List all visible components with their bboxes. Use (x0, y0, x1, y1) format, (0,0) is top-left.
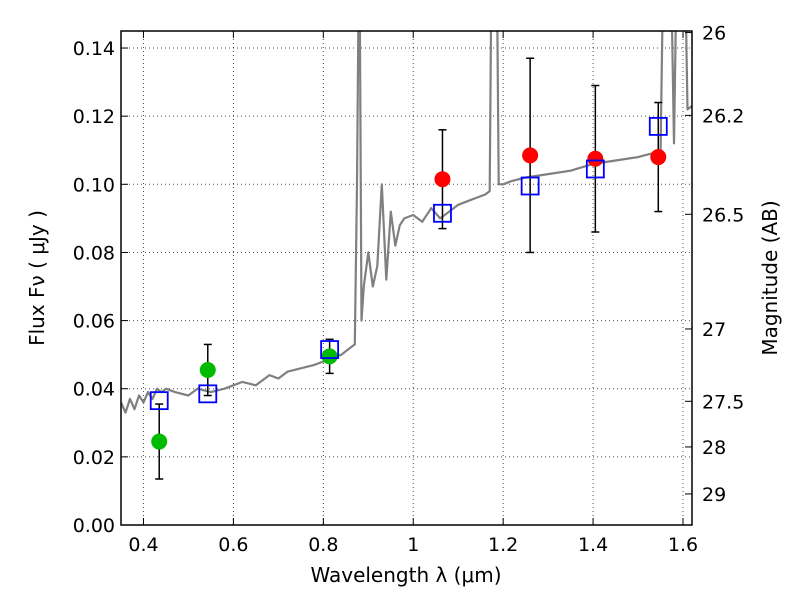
y-tick-label: 0.04 (73, 379, 115, 401)
x-tick-label: 0.4 (128, 534, 158, 556)
model-point (198, 384, 218, 404)
marker-layer (149, 116, 668, 450)
data-point (587, 150, 604, 167)
y-tick-label: 0.02 (73, 447, 115, 469)
spectrum-line (121, 31, 692, 414)
x-tick-label: 1.2 (488, 534, 518, 556)
right-tick-label: 26.5 (702, 204, 744, 226)
ticks: 0.4 0.6 0.8 1 1.2 1.4 1.6 0.00 0.02 0.04 0.06 0.08 0… (73, 23, 745, 556)
y-tick-label: 0.10 (73, 174, 115, 196)
x-tick-label: 0.8 (308, 534, 338, 556)
x-tick-label: 1.6 (668, 534, 698, 556)
right-tick-label: 26 (702, 23, 726, 45)
y-tick-label: 0.00 (73, 515, 115, 537)
data-point (151, 433, 168, 450)
right-tick-label: 27.5 (702, 391, 744, 413)
model-point (648, 116, 668, 136)
x-tick-label: 0.6 (218, 534, 248, 556)
y-tick-label: 0.08 (73, 242, 115, 264)
right-tick-label: 28 (702, 437, 726, 459)
data-point (522, 147, 539, 164)
y-tick-label: 0.14 (73, 38, 115, 60)
spectrum-layer (121, 31, 692, 414)
y-axis-label: Flux Fν ( μJy ) (25, 210, 49, 346)
x-axis-label: Wavelength λ (μm) (310, 563, 501, 587)
x-tick-label: 1.4 (578, 534, 608, 556)
model-point (585, 159, 605, 179)
model-point (520, 176, 540, 196)
model-point (149, 391, 169, 411)
right-tick-label: 26.2 (702, 105, 744, 127)
data-point (434, 171, 451, 188)
right-tick-label: 29 (702, 484, 726, 506)
y-tick-label: 0.12 (73, 106, 115, 128)
plot-frame (120, 30, 693, 526)
model-point (433, 203, 452, 223)
x-tick-label: 1 (407, 534, 419, 556)
data-point (650, 149, 667, 166)
y-tick-label: 0.06 (73, 311, 115, 333)
model-point (320, 340, 340, 359)
right-axis-label: Magnitude (AB) (758, 200, 782, 355)
right-tick-label: 27 (702, 319, 726, 341)
data-point (199, 361, 216, 378)
data-point (321, 348, 338, 365)
